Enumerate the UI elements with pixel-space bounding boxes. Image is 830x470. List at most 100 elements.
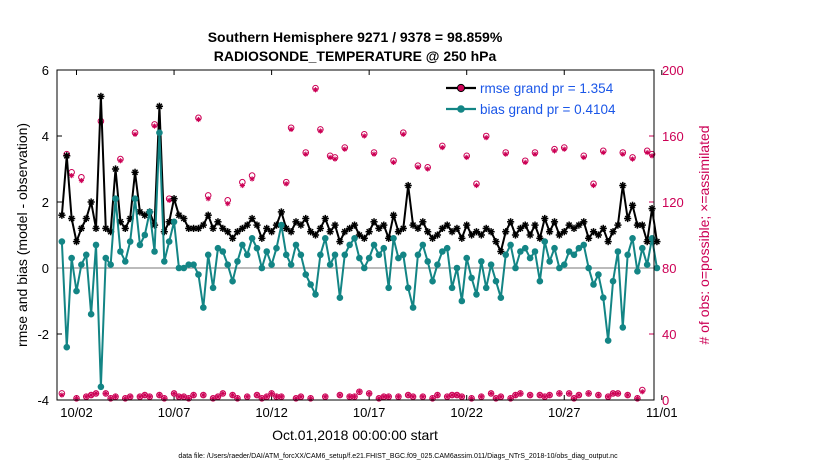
- bias-point: [419, 241, 427, 249]
- bias-point: [63, 343, 71, 351]
- obs-assimilated-point: [83, 394, 89, 400]
- obs-assimilated-point: [420, 394, 426, 400]
- rmse-point: [82, 214, 90, 223]
- obs-possible-point: [190, 391, 197, 399]
- bias-point: [58, 238, 66, 245]
- bias-point: [287, 261, 295, 269]
- obs-assimilated-point: [195, 116, 202, 123]
- obs-possible-point: [365, 390, 373, 397]
- rmse-point: [414, 224, 422, 232]
- rmse-point: [541, 214, 549, 223]
- rmse-point: [277, 208, 285, 216]
- rmse-point: [292, 218, 300, 226]
- obs-possible-point: [268, 390, 275, 397]
- obs-possible-point: [507, 395, 514, 402]
- bias-point: [175, 264, 183, 272]
- obs-assimilated-point: [595, 392, 601, 398]
- bias-point: [117, 248, 124, 255]
- obs-possible-point: [336, 391, 344, 399]
- bias-point: [370, 241, 378, 249]
- rmse-point: [599, 224, 607, 232]
- y-right-tick-label: 80: [662, 261, 676, 276]
- obs-assimilated-point: [581, 154, 587, 161]
- obs-assimilated-point: [425, 166, 431, 172]
- bias-point: [395, 254, 402, 262]
- obs-assimilated-point: [551, 148, 558, 154]
- legend-rmse-marker: [456, 83, 466, 93]
- obs-assimilated-point: [332, 156, 338, 162]
- obs-assimilated-point: [298, 394, 304, 400]
- rmse-point: [180, 214, 188, 223]
- rmse-point: [68, 214, 76, 223]
- bias-point: [102, 254, 110, 262]
- bias-point: [487, 261, 495, 269]
- rmse-point: [580, 218, 588, 226]
- obs-assimilated-point: [639, 389, 645, 395]
- obs-assimilated-point: [249, 176, 255, 182]
- rmse-point: [385, 234, 393, 242]
- bias-point: [453, 264, 461, 272]
- obs-assimilated-point: [512, 392, 519, 398]
- obs-assimilated-point: [327, 154, 333, 161]
- bias-point: [595, 271, 602, 278]
- bias-point: [302, 271, 310, 278]
- obs-assimilated-point: [215, 394, 221, 400]
- obs-assimilated-point: [103, 390, 109, 396]
- rmse-point: [375, 224, 383, 232]
- x-tick-label: 10/02: [60, 405, 93, 420]
- bias-point: [82, 251, 90, 259]
- rmse-point: [604, 238, 612, 246]
- chart-subtitle: RADIOSONDE_TEMPERATURE @ 250 hPa: [214, 48, 497, 64]
- y-axis-label: rmse and bias (model - observation): [14, 123, 30, 347]
- rmse-point: [58, 211, 66, 219]
- obs-assimilated-point: [69, 173, 75, 179]
- rmse-point: [463, 221, 471, 229]
- rmse-point: [516, 224, 524, 232]
- obs-assimilated-point: [176, 394, 182, 400]
- obs-assimilated-point: [278, 394, 284, 400]
- chart-title: Southern Hemisphere 9271 / 9378 = 98.859…: [208, 29, 503, 45]
- rmse-point: [355, 231, 364, 239]
- bias-point: [385, 284, 392, 292]
- rmse-point: [268, 228, 276, 236]
- rmse-point: [63, 152, 71, 160]
- rmse-point: [438, 224, 446, 232]
- obs-assimilated-point: [366, 390, 372, 396]
- bias-point: [565, 248, 573, 255]
- rmse-point: [302, 214, 310, 223]
- rmse-point: [297, 221, 305, 229]
- obs-assimilated-point: [93, 390, 99, 396]
- obs-assimilated-point: [532, 151, 538, 157]
- bias-point: [331, 251, 339, 259]
- bias-point: [512, 264, 519, 272]
- bias-point: [365, 254, 373, 262]
- obs-assimilated-point: [171, 390, 177, 396]
- obs-assimilated-point: [410, 394, 416, 400]
- y-tick-label: -4: [37, 393, 49, 408]
- obs-assimilated-point: [483, 135, 489, 141]
- bias-point: [414, 251, 422, 259]
- rmse-point: [92, 224, 100, 232]
- obs-assimilated-point: [132, 131, 138, 137]
- obs-assimilated-point: [459, 394, 465, 400]
- obs-possible-point: [229, 391, 236, 399]
- bias-point: [229, 277, 236, 285]
- bias-point: [224, 261, 232, 269]
- bias-point: [429, 277, 436, 285]
- y-right-tick-label: 120: [662, 195, 684, 210]
- rmse-point: [628, 201, 637, 209]
- rmse-point: [619, 181, 627, 190]
- rmse-point: [253, 221, 261, 229]
- rmse-point: [311, 231, 320, 239]
- obs-possible-point: [468, 395, 475, 402]
- bias-point: [219, 248, 227, 255]
- rmse-point: [424, 228, 432, 236]
- rmse-point: [443, 221, 451, 229]
- rmse-point: [419, 218, 427, 226]
- obs-assimilated-point: [586, 390, 592, 396]
- rmse-point: [136, 208, 144, 216]
- rmse-point: [614, 221, 622, 229]
- obs-assimilated-point: [600, 149, 606, 156]
- obs-assimilated-point: [312, 87, 319, 93]
- rmse-point: [589, 228, 598, 236]
